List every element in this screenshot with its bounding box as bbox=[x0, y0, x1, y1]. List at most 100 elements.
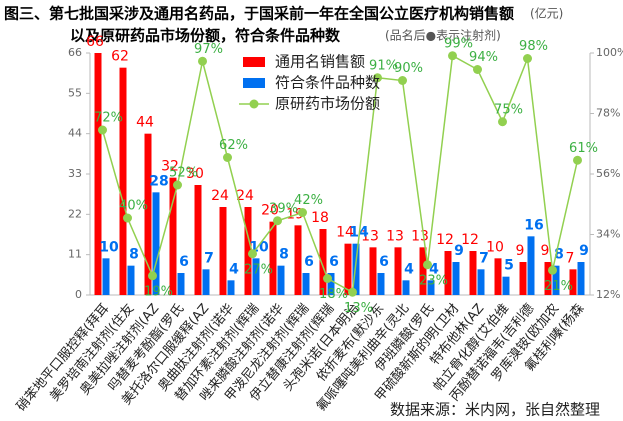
bar-value-label: 6 bbox=[379, 254, 389, 270]
line-value-label: 94% bbox=[469, 50, 498, 65]
line-point bbox=[548, 265, 557, 275]
note: (品名后●表示注射剂) bbox=[385, 28, 501, 43]
bar-value-label: 10 bbox=[486, 239, 504, 255]
bar bbox=[102, 258, 110, 295]
chart-subtitle: 以及原研药品市场份额，符合条件品种数 bbox=[70, 27, 341, 45]
line-value-label: 42% bbox=[294, 193, 323, 208]
bar bbox=[319, 229, 327, 295]
bar-value-label: 18 bbox=[311, 210, 329, 226]
line-point bbox=[298, 208, 307, 217]
line-value-label: 72% bbox=[94, 111, 123, 126]
bar-value-label: 4 bbox=[229, 261, 239, 277]
y-tick-label: 66 bbox=[68, 46, 82, 59]
line bbox=[101, 54, 579, 294]
y-tick-label: 55 bbox=[68, 86, 82, 99]
legend-swatch bbox=[243, 57, 265, 67]
line-point bbox=[248, 249, 257, 259]
bar-value-label: 6 bbox=[329, 254, 339, 270]
bar-value-label: 7 bbox=[479, 250, 489, 266]
source: 数据来源：米内网，张自然整理 bbox=[390, 401, 600, 419]
bar-value-label: 4 bbox=[429, 261, 439, 277]
bar-value-label: 9 bbox=[579, 243, 589, 259]
bar bbox=[177, 273, 185, 295]
line-value-label: 98% bbox=[519, 39, 548, 54]
line-value-label: 91% bbox=[369, 58, 398, 73]
y2-tick-label: 12% bbox=[596, 288, 620, 301]
bar-value-label: 12 bbox=[461, 232, 479, 248]
y2-tick-label: 78% bbox=[596, 107, 620, 120]
line-point bbox=[273, 216, 282, 226]
bar bbox=[552, 265, 560, 295]
bar bbox=[127, 265, 135, 295]
bar bbox=[294, 225, 302, 295]
line-value-label: 90% bbox=[394, 61, 423, 76]
line-point bbox=[398, 76, 407, 85]
bar bbox=[252, 258, 260, 295]
line-point bbox=[148, 271, 157, 281]
legend-swatch bbox=[249, 99, 259, 109]
bar-value-label: 5 bbox=[504, 258, 514, 274]
legend-label: 符合条件品种数 bbox=[275, 74, 380, 92]
bar bbox=[452, 262, 460, 295]
bar bbox=[94, 53, 102, 295]
bar bbox=[377, 273, 385, 295]
bar bbox=[302, 273, 310, 295]
line-point bbox=[573, 155, 582, 165]
line-value-label: 13% bbox=[344, 301, 373, 316]
bar bbox=[352, 243, 360, 295]
bar-value-label: 6 bbox=[304, 254, 314, 270]
bar bbox=[469, 251, 477, 295]
bar-value-label: 62 bbox=[111, 49, 129, 65]
bar bbox=[394, 247, 402, 295]
bar-value-label: 20 bbox=[261, 203, 279, 219]
bar-value-label: 8 bbox=[129, 247, 139, 263]
bar-value-label: 12 bbox=[436, 232, 454, 248]
bar-value-label: 24 bbox=[236, 188, 254, 204]
line-point bbox=[373, 73, 382, 83]
bar-value-label: 7 bbox=[204, 250, 214, 266]
y-tick-label: 33 bbox=[68, 167, 82, 180]
bar bbox=[402, 280, 410, 295]
bar bbox=[327, 273, 335, 295]
chart-title: 图三、第七批国采涉及通用名药品，于国采前一年在全国公立医疗机构销售额 bbox=[4, 5, 514, 23]
bar-value-label: 66 bbox=[86, 34, 104, 50]
line-value-label: 99% bbox=[444, 36, 473, 51]
line-value-label: 21% bbox=[544, 279, 573, 294]
bar bbox=[269, 221, 277, 295]
bar bbox=[369, 247, 377, 295]
bar bbox=[444, 251, 452, 295]
bar bbox=[527, 236, 535, 295]
line-point bbox=[323, 274, 332, 283]
y2-tick-label: 100% bbox=[596, 46, 623, 59]
bar bbox=[577, 262, 585, 295]
bar bbox=[194, 185, 202, 295]
bar-value-label: 7 bbox=[566, 250, 575, 266]
line-point bbox=[98, 125, 107, 135]
bar-value-label: 16 bbox=[524, 217, 543, 233]
line-point bbox=[523, 54, 532, 63]
line-point bbox=[223, 153, 232, 162]
y-tick-label: 22 bbox=[68, 207, 82, 220]
line-value-label: 23% bbox=[419, 273, 448, 288]
legend-label: 原研药市场份额 bbox=[275, 95, 380, 113]
bar-value-label: 6 bbox=[179, 254, 189, 270]
line-point bbox=[173, 180, 182, 190]
bar bbox=[169, 177, 177, 295]
bar bbox=[202, 269, 210, 295]
bar-value-label: 13 bbox=[386, 228, 404, 244]
y-tick-label: 11 bbox=[68, 248, 82, 261]
line-value-label: 19% bbox=[144, 284, 173, 299]
bar bbox=[344, 243, 352, 295]
bar bbox=[427, 280, 435, 295]
y2-tick-label: 56% bbox=[596, 167, 620, 180]
bar bbox=[119, 67, 127, 296]
bar bbox=[277, 265, 285, 295]
bar-value-label: 9 bbox=[541, 243, 550, 259]
bar bbox=[227, 280, 235, 295]
line-point bbox=[198, 56, 207, 66]
line-value-label: 62% bbox=[219, 138, 248, 153]
bar-value-label: 24 bbox=[211, 188, 229, 204]
bar-value-label: 44 bbox=[136, 115, 154, 131]
